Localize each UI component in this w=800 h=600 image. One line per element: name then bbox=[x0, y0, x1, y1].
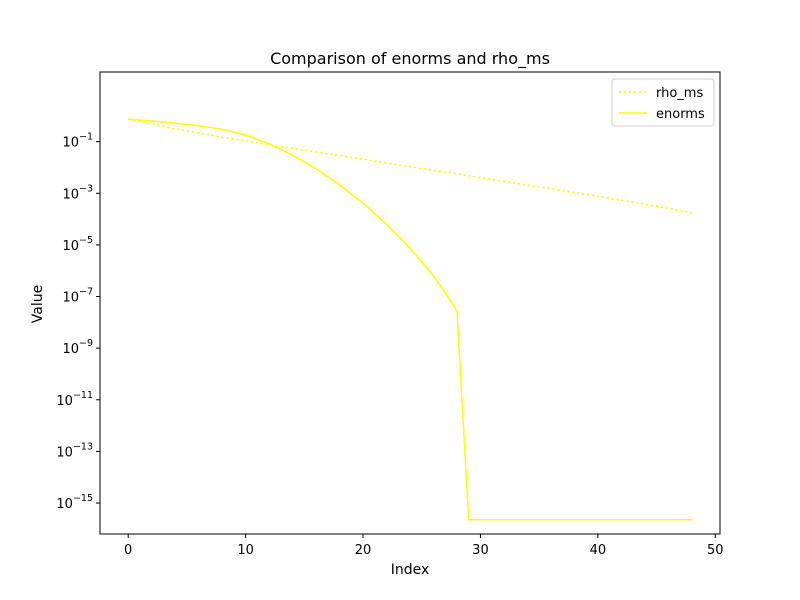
x-tick-label: 30 bbox=[472, 543, 489, 558]
y-tick-label: 10−15 bbox=[56, 493, 93, 512]
series-line-rho-ms bbox=[128, 118, 692, 214]
y-tick-label: 10−11 bbox=[56, 390, 93, 409]
axis-ticks: 0 10 20 30 40 50 10−1 10−3 10−5 10−7 10−9 10−11 10−1… bbox=[56, 132, 723, 558]
y-tick-label: 10−7 bbox=[62, 287, 93, 306]
x-tick-label: 40 bbox=[590, 543, 607, 558]
y-tick-label: 10−1 bbox=[62, 132, 93, 151]
series-line-enorms bbox=[128, 118, 692, 521]
y-tick-label: 10−9 bbox=[62, 338, 93, 357]
y-axis-label: Value bbox=[30, 285, 46, 323]
y-tick-label: 10−13 bbox=[56, 441, 93, 460]
x-tick-label: 50 bbox=[707, 543, 724, 558]
legend-label-enorms: enorms bbox=[656, 107, 705, 122]
y-tick-label: 10−5 bbox=[62, 235, 93, 254]
plot-marks bbox=[128, 118, 692, 521]
plot-frame bbox=[99, 71, 721, 535]
x-tick-label: 10 bbox=[237, 543, 254, 558]
y-tick-label: 10−3 bbox=[62, 183, 93, 202]
x-axis-label: Index bbox=[391, 562, 430, 578]
chart-title: Comparison of enorms and rho_ms bbox=[270, 49, 550, 69]
x-tick-label: 20 bbox=[355, 543, 372, 558]
legend-label-rho-ms: rho_ms bbox=[656, 86, 703, 101]
legend-box bbox=[611, 78, 715, 127]
x-tick-label: 0 bbox=[124, 543, 132, 558]
